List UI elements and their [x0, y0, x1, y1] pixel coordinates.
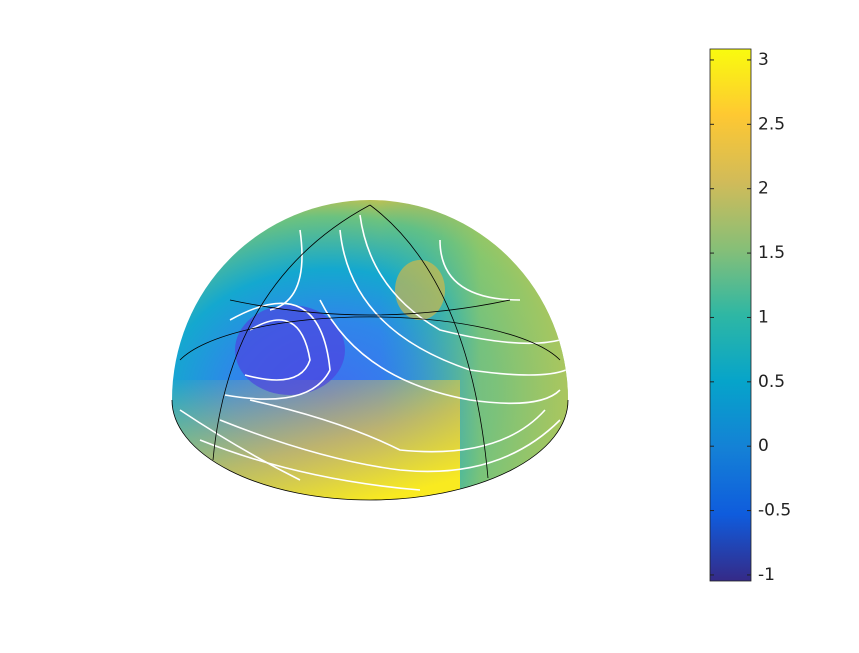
- shade: [172, 380, 460, 500]
- colorbar-tick-label: -0.5: [758, 501, 791, 521]
- mesh-lines: [179, 204, 561, 479]
- contour-lines: [179, 214, 567, 491]
- colorbar-tick-label: 3: [758, 50, 769, 70]
- colorbar-tick-label: 2.5: [758, 114, 785, 134]
- colorbar-tick-label: 1: [758, 307, 769, 327]
- hemisphere-surface: [171, 200, 569, 501]
- shade: [235, 305, 345, 395]
- colorbar-tick-label: 1.5: [758, 243, 785, 263]
- colorbar-tick-label: 0.5: [758, 372, 785, 392]
- colorbar-tick-label: 2: [758, 179, 769, 199]
- shade: [395, 260, 445, 320]
- colorbar: -1 -0.5 0 0.5 1 1.5 2 2.5 3: [709, 48, 791, 585]
- colorbar-fill: [709, 48, 752, 582]
- base-edge: [171, 399, 569, 501]
- colorbar-tick-label: -1: [758, 565, 775, 585]
- colorbar-tick-label: 0: [758, 436, 769, 456]
